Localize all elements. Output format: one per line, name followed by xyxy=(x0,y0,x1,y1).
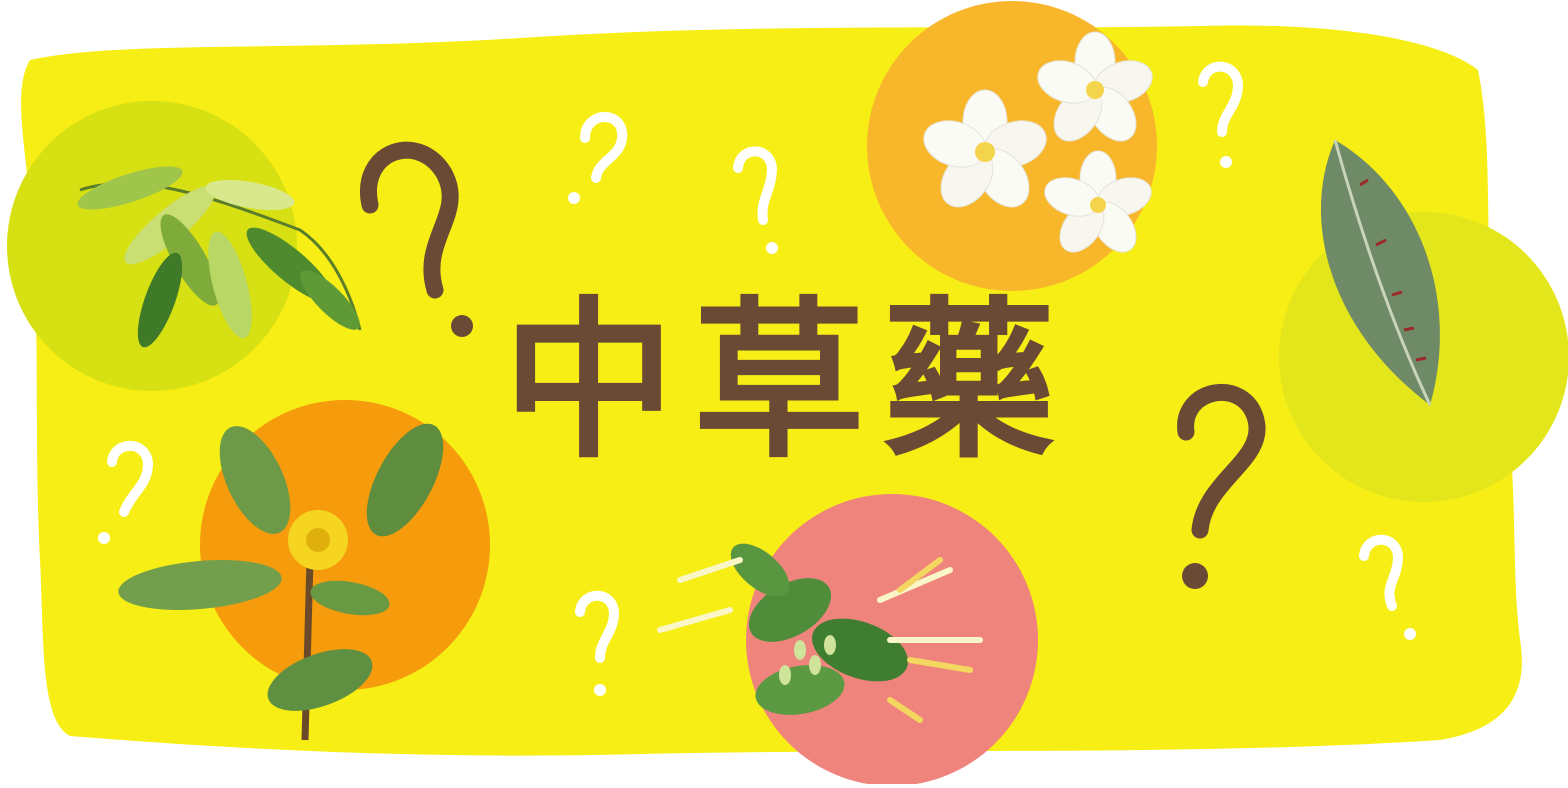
question-mark-icon xyxy=(1177,384,1266,539)
cinnamon-leaf-icon xyxy=(77,166,362,348)
question-mark-icon xyxy=(107,61,1404,663)
question-mark-dot xyxy=(1182,563,1208,589)
honeysuckle-flower-icon xyxy=(657,543,983,723)
frangipani-flower-icon xyxy=(923,31,1153,253)
page-title: 中草藥 xyxy=(503,281,1073,482)
thorny-leaf-icon xyxy=(1320,139,1440,406)
question-mark-dot xyxy=(451,315,473,337)
question-mark-dots xyxy=(98,156,1416,696)
question-mark-icon xyxy=(360,141,459,299)
purslane-plant-icon xyxy=(118,423,444,741)
